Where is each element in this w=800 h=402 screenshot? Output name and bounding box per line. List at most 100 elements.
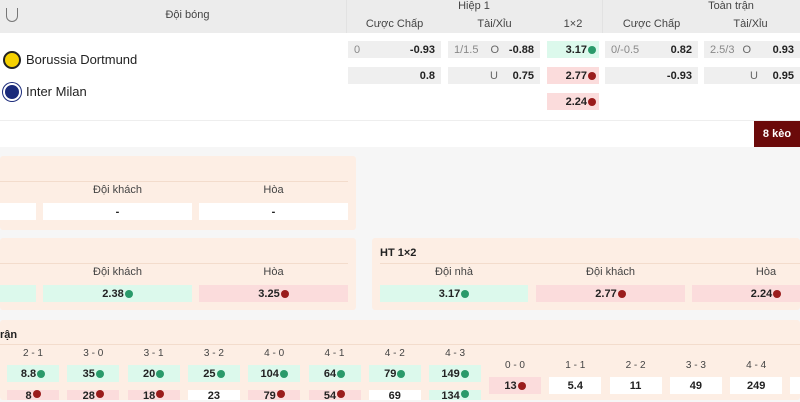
score-label: 2 - 2 bbox=[625, 360, 646, 371]
footer-row bbox=[0, 120, 800, 147]
odd-home[interactable]: 3.17 bbox=[380, 285, 528, 302]
odd: 64 bbox=[323, 367, 337, 380]
arrow-up-icon bbox=[337, 369, 346, 378]
score-odd[interactable]: 18 bbox=[127, 390, 180, 402]
score-odd[interactable]: 104 bbox=[248, 365, 301, 382]
odd-away[interactable]: - bbox=[43, 203, 192, 220]
draw-score-odd[interactable]: 249 bbox=[730, 377, 783, 394]
draw-score-odd[interactable] bbox=[790, 377, 800, 394]
odd: 8 bbox=[25, 390, 32, 402]
h1-ou-header: Tài/Xỉu bbox=[477, 18, 512, 30]
h1-1x2-away[interactable]: 2.77 bbox=[547, 67, 599, 84]
label-draw: Hòa bbox=[263, 184, 284, 196]
odd-away[interactable]: 2.77 bbox=[536, 285, 685, 302]
h1-handicap-home[interactable]: 0 -0.93 bbox=[348, 41, 441, 58]
odd: 2.24 bbox=[750, 287, 773, 300]
draw-score-odd[interactable]: 11 bbox=[609, 377, 662, 394]
score-odd[interactable]: 25 bbox=[187, 365, 240, 382]
arrow-up-icon bbox=[37, 369, 46, 378]
label-away: Đội khách bbox=[586, 266, 635, 278]
dortmund-logo-icon bbox=[3, 51, 21, 69]
odd: 0.8 bbox=[419, 69, 435, 82]
arrow-up-icon bbox=[397, 369, 406, 378]
score-odd[interactable]: 8 bbox=[7, 390, 59, 402]
inter-logo-icon bbox=[3, 83, 21, 101]
score-odd[interactable]: 23 bbox=[187, 390, 240, 402]
panel-title: HT 1×2 bbox=[380, 247, 417, 259]
odd: 49 bbox=[689, 379, 703, 392]
h1-ou-under[interactable]: U 0.75 bbox=[448, 67, 540, 84]
score-odd[interactable]: 8.8 bbox=[7, 365, 59, 382]
draw-score-odd[interactable]: 13 bbox=[489, 377, 541, 394]
odd: 5.4 bbox=[567, 379, 583, 392]
h1-handicap-away[interactable]: 0.8 bbox=[348, 67, 441, 84]
divider bbox=[0, 263, 348, 264]
odd-draw[interactable]: 3.25 bbox=[199, 285, 348, 302]
label-draw: Hòa bbox=[263, 266, 284, 278]
score-label: 4 - 4 bbox=[746, 360, 767, 371]
line: 0 bbox=[354, 43, 361, 56]
side: O bbox=[742, 43, 752, 56]
more-odds-button[interactable]: 8 kèo bbox=[754, 121, 800, 147]
h1-ou-over[interactable]: 1/1.5 O -0.88 bbox=[448, 41, 540, 58]
score-label: 4 - 1 bbox=[324, 348, 345, 359]
odd: 2.77 bbox=[595, 287, 617, 300]
odd: 3.25 bbox=[258, 287, 280, 300]
score-odd[interactable]: 28 bbox=[67, 390, 120, 402]
odd-draw[interactable]: - bbox=[199, 203, 348, 220]
ft-ou-under[interactable]: U 0.95 bbox=[704, 67, 800, 84]
score-odd[interactable]: 69 bbox=[368, 390, 421, 402]
h1-1x2-home[interactable]: 3.17 bbox=[547, 41, 599, 58]
odd: 8.8 bbox=[20, 367, 37, 380]
odd: 3.17 bbox=[438, 287, 461, 300]
arrow-down-icon bbox=[280, 289, 289, 298]
odd: 79 bbox=[384, 367, 397, 380]
odd: 20 bbox=[142, 367, 156, 380]
arrow-down-icon bbox=[588, 97, 596, 106]
score-label: 3 - 2 bbox=[203, 348, 224, 359]
ft-handicap-home[interactable]: 0/-0.5 0.82 bbox=[605, 41, 698, 58]
odd-cell[interactable] bbox=[0, 285, 36, 302]
home-team-name[interactable]: Borussia Dortmund bbox=[26, 52, 138, 67]
odd: -0.93 bbox=[666, 69, 692, 82]
arrow-up-icon bbox=[156, 369, 165, 378]
away-team-name[interactable]: Inter Milan bbox=[26, 84, 87, 99]
score-odd[interactable]: 35 bbox=[67, 365, 120, 382]
score-odd[interactable]: 149 bbox=[429, 365, 482, 382]
score-odd[interactable]: 64 bbox=[308, 365, 361, 382]
correct-score-panel bbox=[0, 320, 800, 400]
score-label: 2 - 1 bbox=[22, 348, 43, 359]
ft-ou-over[interactable]: 2.5/3 O 0.93 bbox=[704, 41, 800, 58]
odd-draw[interactable]: 2.24 bbox=[692, 285, 800, 302]
score-odd[interactable]: 54 bbox=[308, 390, 361, 402]
score-odd[interactable]: 134 bbox=[429, 390, 482, 402]
score-odd[interactable]: 20 bbox=[127, 365, 180, 382]
score-odd[interactable]: 79 bbox=[248, 390, 301, 402]
odd: 149 bbox=[441, 367, 460, 380]
divider bbox=[380, 263, 800, 264]
score-label: 4 - 2 bbox=[384, 348, 405, 359]
odd: 0.93 bbox=[772, 43, 794, 56]
h1-1x2-draw[interactable]: 2.24 bbox=[547, 93, 599, 110]
arrow-up-icon bbox=[216, 369, 225, 378]
odd-away[interactable]: 2.38 bbox=[43, 285, 192, 302]
odd: 79 bbox=[263, 390, 276, 402]
score-label: 1 - 1 bbox=[565, 360, 586, 371]
label-away: Đội khách bbox=[93, 184, 142, 196]
score-label: 3 - 1 bbox=[143, 348, 164, 359]
ft-handicap-away[interactable]: -0.93 bbox=[605, 67, 698, 84]
score-label: 3 - 3 bbox=[685, 360, 706, 371]
line: 1/1.5 bbox=[454, 43, 479, 56]
arrow-down-icon bbox=[337, 390, 346, 398]
score-odd[interactable]: 79 bbox=[368, 365, 421, 382]
team-column-header: Đội bóng bbox=[165, 9, 210, 21]
half1-header: Hiệp 1 bbox=[458, 0, 490, 12]
arrow-down-icon bbox=[32, 390, 41, 398]
line: 0/-0.5 bbox=[611, 43, 640, 56]
odd: 104 bbox=[260, 367, 279, 380]
draw-score-odd[interactable]: 5.4 bbox=[549, 377, 602, 394]
arrow-down-icon bbox=[588, 71, 596, 80]
draw-score-odd[interactable]: 49 bbox=[669, 377, 722, 394]
odd-cell[interactable] bbox=[0, 203, 36, 220]
odd: 0.95 bbox=[772, 69, 794, 82]
